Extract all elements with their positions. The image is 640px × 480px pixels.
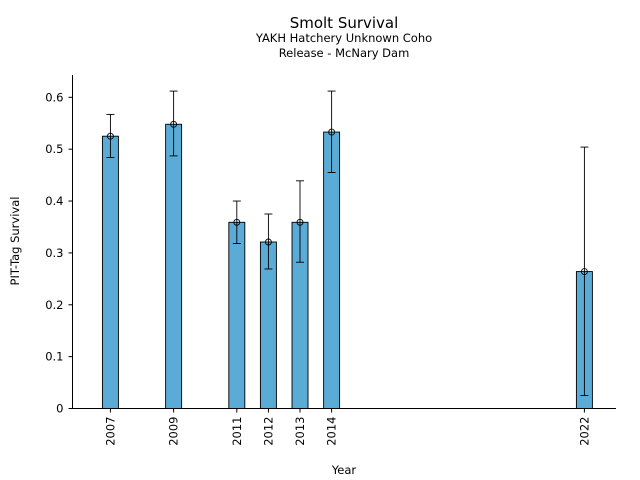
bar-2007 bbox=[101, 135, 119, 409]
error-bar-2007 bbox=[106, 113, 115, 158]
error-bars-layer bbox=[106, 90, 589, 396]
point-marker-2013 bbox=[296, 218, 304, 226]
y-tick-label-0.5: 0.5 bbox=[45, 142, 63, 156]
error-bar-2013 bbox=[296, 180, 305, 263]
y-tick-label-0: 0 bbox=[56, 402, 63, 416]
error-bar-2012 bbox=[264, 213, 273, 270]
bar-2009 bbox=[165, 123, 183, 409]
point-marker-2007 bbox=[106, 132, 114, 140]
x-tick-label-2014: 2014 bbox=[325, 417, 339, 446]
point-marker-2022 bbox=[580, 268, 588, 276]
x-axis-label: Year bbox=[331, 463, 357, 477]
error-bar-2022 bbox=[580, 146, 589, 396]
point-marker-2014 bbox=[328, 128, 336, 136]
points-layer bbox=[106, 120, 588, 276]
x-ticks-layer: 2007 2009 2011 2012 2013 2014 2022 bbox=[103, 408, 591, 446]
x-tick-label-2022: 2022 bbox=[577, 417, 591, 446]
y-tick-label-0.1: 0.1 bbox=[45, 350, 63, 364]
y-tick-label-0.4: 0.4 bbox=[45, 194, 63, 208]
bars-layer bbox=[101, 123, 593, 409]
x-tick-label-2009: 2009 bbox=[167, 417, 181, 446]
chart-subtitle-line-2: Release - McNary Dam bbox=[279, 46, 410, 60]
bar-2014 bbox=[323, 131, 341, 409]
y-tick-label-0.6: 0.6 bbox=[45, 90, 63, 104]
x-tick-label-2007: 2007 bbox=[103, 417, 117, 446]
y-tick-label-0.2: 0.2 bbox=[45, 298, 63, 312]
point-marker-2012 bbox=[264, 238, 272, 246]
point-marker-2009 bbox=[170, 120, 178, 128]
point-marker-2011 bbox=[233, 218, 241, 226]
y-tick-label-0.3: 0.3 bbox=[45, 246, 63, 260]
x-tick-label-2012: 2012 bbox=[261, 417, 275, 446]
error-bar-2011 bbox=[232, 200, 241, 245]
chart-subtitle-line-1: YAKH Hatchery Unknown Coho bbox=[255, 31, 432, 45]
x-tick-label-2011: 2011 bbox=[230, 417, 244, 446]
y-ticks-layer: 0 0.1 0.2 0.3 0.4 0.5 0.6 bbox=[45, 90, 73, 416]
y-axis-label: PIT-Tag Survival bbox=[8, 197, 22, 286]
error-bar-2009 bbox=[169, 90, 178, 157]
bar-2011 bbox=[228, 221, 246, 409]
x-tick-label-2013: 2013 bbox=[293, 417, 307, 446]
error-bar-2014 bbox=[327, 90, 336, 173]
chart-title: Smolt Survival bbox=[290, 14, 399, 32]
